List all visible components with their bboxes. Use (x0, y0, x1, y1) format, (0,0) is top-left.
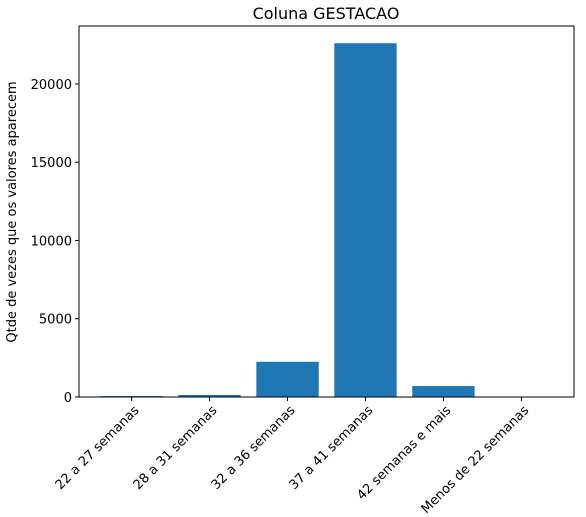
y-axis-label: Qtde de vezes que os valores aparecem (5, 81, 20, 342)
x-tick-label: 22 a 27 semanas (53, 403, 143, 493)
y-tick-label: 10000 (31, 234, 72, 249)
y-tick-label: 5000 (39, 313, 72, 328)
bar-3 (334, 43, 397, 397)
x-tick-label: 37 a 41 semanas (287, 403, 377, 493)
x-tick-label: 32 a 36 semanas (209, 403, 299, 493)
bar-4 (412, 386, 475, 397)
y-axis-ticks: 0 5000 10000 15000 20000 (31, 78, 79, 406)
y-tick-label: 20000 (31, 78, 72, 93)
x-tick-label: 28 a 31 semanas (131, 403, 221, 493)
bar-2 (256, 361, 319, 397)
y-tick-label: 0 (64, 391, 72, 406)
bar-1 (178, 394, 241, 397)
y-tick-label: 15000 (31, 156, 72, 171)
chart-title: Coluna GESTACAO (253, 4, 400, 23)
bars-group (100, 43, 553, 398)
plot-frame (78, 25, 575, 398)
